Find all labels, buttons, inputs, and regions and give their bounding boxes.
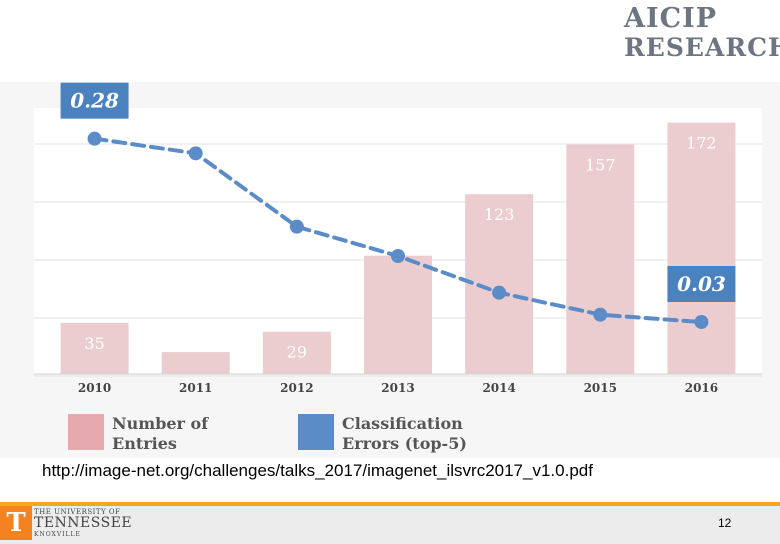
bar-label-2015: 157	[585, 156, 616, 175]
legend-label-1-line2: Entries	[112, 434, 177, 453]
univ-line-3: KNOXVILLE	[34, 531, 81, 538]
bar-2015	[566, 144, 635, 374]
source-url[interactable]: http://image-net.org/challenges/talks_20…	[42, 461, 593, 480]
bar-label-2014: 123	[484, 205, 515, 224]
chart: 35 29 123 157 172 2010 2011 2012 2013 2014 2015 201…	[34, 82, 762, 453]
logo-line-1: AICIP	[624, 3, 718, 34]
bar-label-2016: 172	[686, 134, 717, 153]
legend-swatch-2	[298, 414, 334, 450]
footer-bar	[0, 502, 780, 544]
bar-2010	[60, 322, 129, 374]
error-point-2014	[492, 285, 507, 300]
error-point-2015	[593, 307, 608, 322]
page-number: 12	[718, 516, 732, 530]
ut-t-icon: T	[0, 506, 32, 540]
callout-label-2010: 0.28	[70, 89, 119, 113]
bar-2016	[667, 122, 736, 374]
legend-swatch-1	[68, 414, 104, 450]
univ-line-2: TENNESSEE	[34, 515, 133, 531]
aicip-research-logo: AICIP RESEARCH	[624, 3, 780, 62]
bar-2014	[465, 194, 534, 374]
legend-label-1-line1: Number of	[112, 414, 209, 433]
logo-line-2: RESEARCH	[624, 33, 780, 62]
error-point-2016	[694, 315, 709, 329]
bar-label-2010: 35	[84, 334, 104, 353]
university-logo: T THE UNIVERSITY OF TENNESSEE KNOXVILLE	[0, 506, 134, 540]
x-tick-label-2011: 2011	[179, 381, 212, 395]
bar-2012	[262, 331, 331, 374]
callout-box-2010	[60, 82, 129, 119]
callout-box-2016	[667, 266, 736, 302]
university-wordmark: THE UNIVERSITY OF TENNESSEE KNOXVILLE	[34, 508, 132, 538]
x-tick-label-2010: 2010	[78, 381, 111, 395]
error-point-2013	[391, 249, 405, 263]
x-tick-label-2015: 2015	[584, 381, 617, 395]
legend-label-2-line1: Classification	[342, 414, 463, 433]
bar-2011	[161, 352, 230, 374]
chart-panel: 35 29 123 157 172 2010 2011 2012 2013 2014 2015 201…	[0, 82, 780, 458]
callout-label-2016: 0.03	[677, 272, 726, 296]
bar-label-2012: 29	[287, 343, 307, 362]
error-point-2010	[87, 131, 102, 146]
error-point-2011	[188, 146, 203, 161]
bar-2013	[364, 255, 432, 374]
x-tick-label-2012: 2012	[280, 381, 313, 395]
univ-line-1: THE UNIVERSITY OF	[34, 508, 121, 516]
x-tick-label-2016: 2016	[685, 381, 718, 395]
error-point-2012	[289, 219, 304, 234]
x-tick-label-2014: 2014	[482, 381, 515, 395]
legend-label-2-line2: Errors (top-5)	[342, 434, 467, 453]
x-tick-label-2013: 2013	[381, 381, 414, 395]
